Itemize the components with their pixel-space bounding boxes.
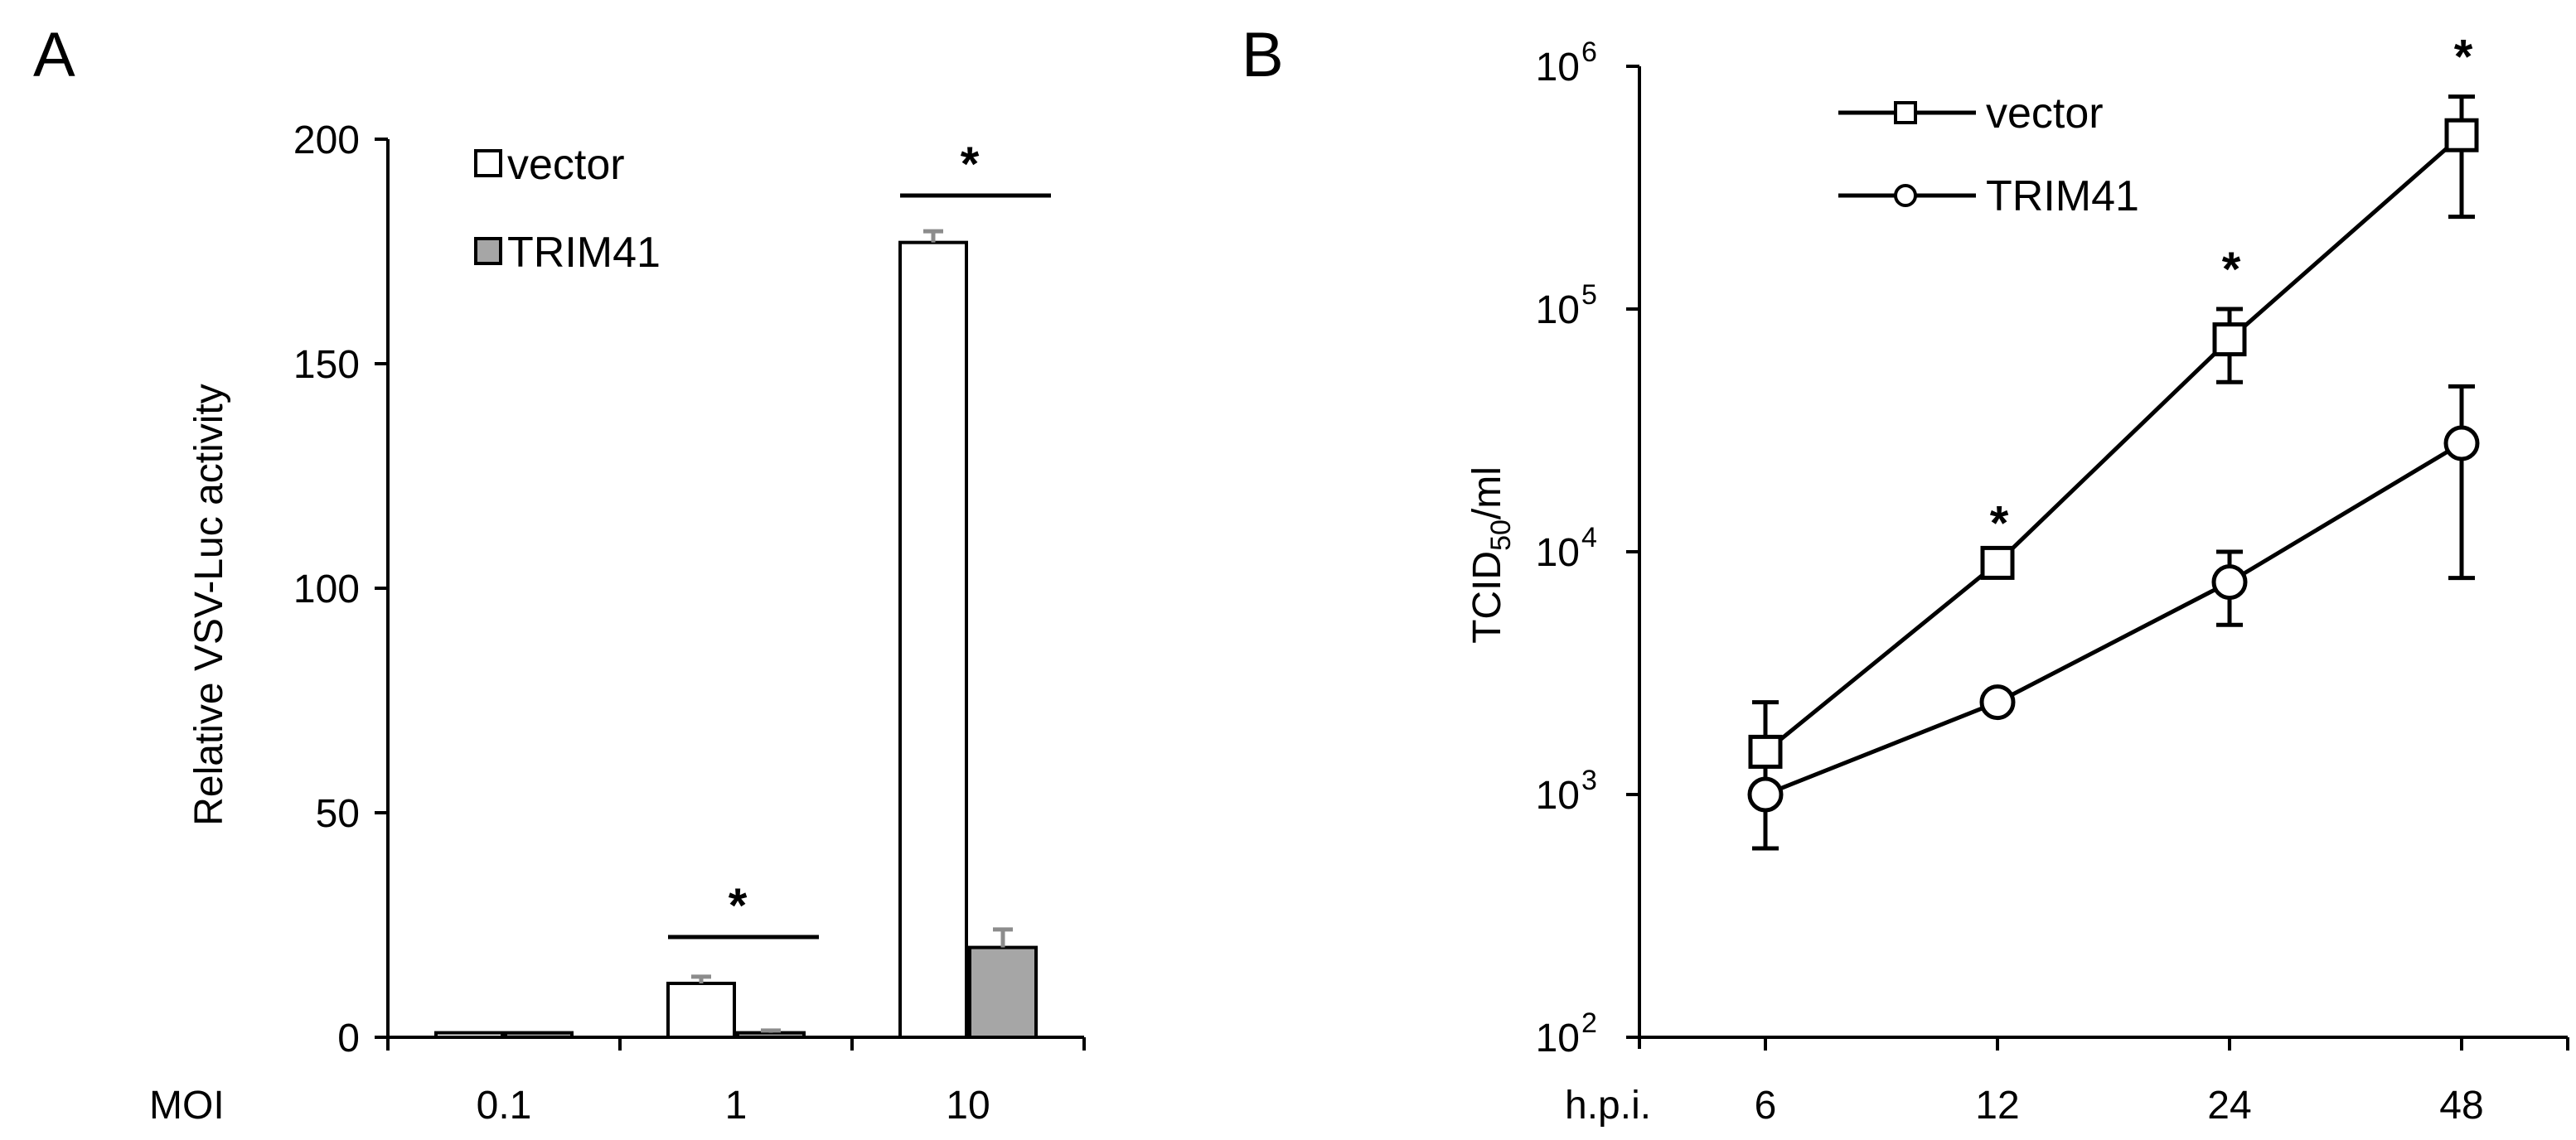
panel-b-y-tick-label: 103 <box>1536 765 1597 818</box>
panel-a-y-tick-label: 0 <box>337 1017 360 1060</box>
legend-label-vector: vector <box>507 141 625 189</box>
panel-b-x-tick-label: 12 <box>1975 1084 2019 1128</box>
panel-b-legend: vector TRIM41 <box>1838 89 2139 220</box>
legend-marker-trim41 <box>1894 184 1917 207</box>
panel-a: A Relative VSV-Luc activity MOI 0 50 100 15… <box>33 20 1086 1128</box>
panel-b-x-tick-label: 48 <box>2439 1084 2483 1128</box>
point-trim41-24 <box>2211 564 2248 601</box>
point-trim41-6 <box>1747 776 1784 813</box>
panel-b-y-tick-exponent: 6 <box>1581 36 1597 68</box>
panel-a-y-tick-label: 150 <box>293 343 360 387</box>
panel-a-y-tick-label: 50 <box>316 792 360 836</box>
legend-label-trim41: TRIM41 <box>507 229 661 277</box>
panel-b-x-tick-label: 6 <box>1755 1084 1777 1128</box>
bar-vector-10 <box>898 240 968 1040</box>
point-vector-6 <box>1748 734 1783 769</box>
panel-a-legend: vector TRIM41 <box>474 141 661 277</box>
panel-b-label: B <box>1242 20 1284 90</box>
panel-a-bars: ** <box>434 138 1051 1040</box>
panel-b-y-tick-label: 106 <box>1536 36 1597 89</box>
panel-b-y-tick-exponent: 2 <box>1581 1007 1597 1039</box>
panel-b-y-tick-exponent: 3 <box>1581 765 1597 796</box>
panel-b-y-tick-label: 104 <box>1536 522 1597 575</box>
panel-a-significance-star: * <box>961 138 980 191</box>
panel-b-y-tick-exponent: 5 <box>1581 279 1597 311</box>
panel-b-y-axis-title-sub: 50 <box>1485 519 1517 551</box>
legend-marker-vector <box>1894 101 1917 124</box>
bar-vector-1 <box>666 981 736 1039</box>
point-trim41-12 <box>1979 684 2016 721</box>
panel-b-y-tick-label: 102 <box>1536 1007 1597 1060</box>
panel-b-y-tick-label: 105 <box>1536 279 1597 332</box>
legend-label-trim41: TRIM41 <box>1986 172 2139 220</box>
panel-a-axes: 0 50 100 150 200 0.1 1 10 <box>293 118 1086 1128</box>
panel-b-y-axis-title-base: TCID <box>1465 551 1509 644</box>
panel-a-x-tick-label: 0.1 <box>477 1084 532 1128</box>
panel-b-x-tick-label: 24 <box>2207 1084 2251 1128</box>
legend-swatch-trim41 <box>474 237 502 265</box>
panel-b-significance-star: * <box>2454 31 2473 85</box>
bar-vector-0-1 <box>434 1031 504 1039</box>
panel-a-x-tick-label: 1 <box>725 1084 748 1128</box>
panel-a-y-axis-title: Relative VSV-Luc activity <box>187 384 231 826</box>
panel-b-y-tick-exponent: 4 <box>1581 522 1597 553</box>
bar-trim41-0-1 <box>504 1031 574 1039</box>
bar-trim41-1 <box>736 1031 806 1039</box>
panel-a-y-tick-label: 100 <box>293 568 360 611</box>
panel-a-label: A <box>33 20 75 90</box>
panel-a-y-tick-label: 200 <box>293 118 360 162</box>
panel-b-significance-star: * <box>1990 496 2009 550</box>
panel-b-x-axis-prefix: h.p.i. <box>1565 1084 1651 1128</box>
panel-b-significance-star: * <box>2222 243 2241 297</box>
panel-a-x-axis-prefix: MOI <box>149 1084 225 1128</box>
panel-b-lines: * * * <box>1747 31 2480 851</box>
panel-b-y-axis-title-suffix: /ml <box>1465 466 1509 519</box>
legend-swatch-vector <box>474 149 502 177</box>
point-vector-12 <box>1980 545 2015 580</box>
panel-a-x-tick-label: 10 <box>946 1084 990 1128</box>
line-vector <box>1764 133 2463 754</box>
point-vector-48 <box>2444 118 2479 152</box>
point-vector-24 <box>2212 322 2247 357</box>
bar-trim41-10 <box>968 945 1038 1039</box>
line-trim41 <box>1765 441 2463 797</box>
panel-a-significance-star: * <box>729 879 748 933</box>
point-trim41-48 <box>2443 425 2480 461</box>
panel-b-y-axis-title: TCID50/ml <box>1465 466 1517 644</box>
legend-label-vector: vector <box>1986 89 2104 138</box>
